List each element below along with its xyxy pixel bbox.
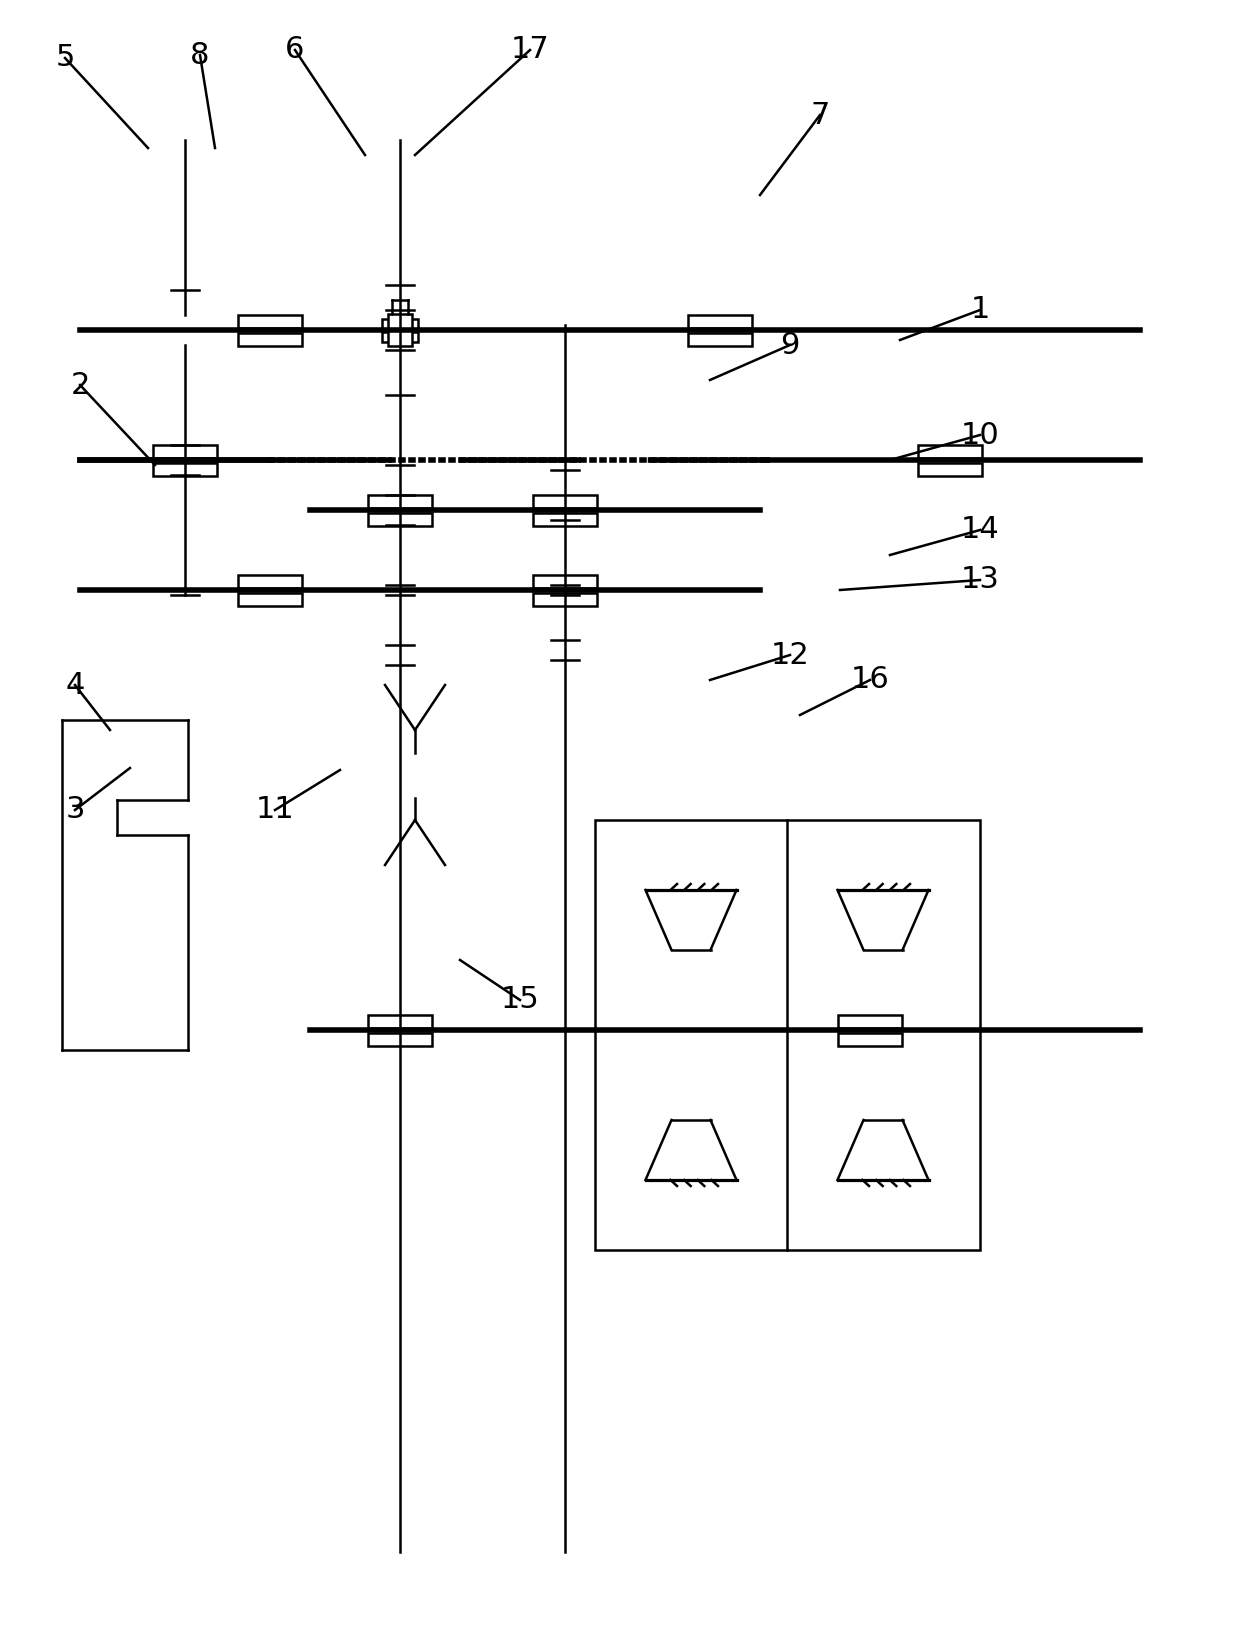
Bar — [153, 463, 217, 476]
Bar — [368, 494, 432, 507]
Bar — [153, 444, 217, 458]
Bar — [533, 593, 596, 606]
Text: 3: 3 — [66, 796, 84, 824]
Text: 6: 6 — [285, 35, 305, 64]
Bar — [533, 575, 596, 588]
Text: 17: 17 — [511, 35, 549, 64]
Bar — [533, 512, 596, 525]
Text: 9: 9 — [780, 330, 800, 360]
Bar — [688, 332, 751, 345]
Text: 15: 15 — [501, 986, 539, 1014]
Text: 10: 10 — [961, 421, 999, 449]
Text: 11: 11 — [255, 796, 294, 824]
Bar — [388, 314, 412, 345]
Text: 2: 2 — [71, 370, 89, 400]
Bar — [368, 1032, 432, 1046]
Bar — [918, 463, 982, 476]
Bar — [382, 319, 418, 329]
Text: 7: 7 — [810, 101, 830, 129]
Text: 16: 16 — [851, 666, 889, 694]
Bar — [533, 494, 596, 507]
Bar — [368, 512, 432, 525]
Bar — [918, 444, 982, 458]
Text: 5: 5 — [56, 43, 74, 73]
Bar — [382, 332, 418, 342]
Bar — [238, 593, 303, 606]
Bar — [238, 314, 303, 327]
Bar — [238, 332, 303, 345]
Bar — [238, 575, 303, 588]
Text: 8: 8 — [190, 41, 210, 69]
Bar — [688, 314, 751, 327]
Text: 1: 1 — [971, 296, 990, 324]
Text: 12: 12 — [770, 641, 810, 669]
Bar — [595, 819, 980, 1251]
Bar — [838, 1032, 901, 1046]
Text: 14: 14 — [961, 515, 999, 545]
Bar — [838, 1014, 901, 1028]
Bar — [368, 1014, 432, 1028]
Text: 4: 4 — [66, 671, 84, 699]
Text: 13: 13 — [961, 565, 999, 595]
